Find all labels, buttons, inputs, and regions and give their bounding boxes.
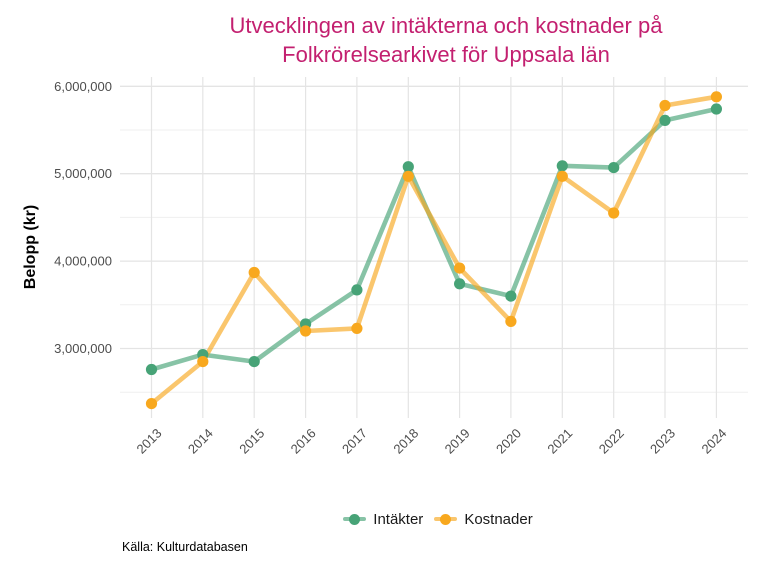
x-tick-label: 2019 xyxy=(442,426,473,457)
point-intakter-2019 xyxy=(454,278,466,290)
legend: Intäkter Kostnader xyxy=(108,507,768,531)
point-kostnader-2020 xyxy=(505,315,517,327)
source-note: Källa: Kulturdatabasen xyxy=(122,540,248,554)
point-intakter-2017 xyxy=(351,284,363,296)
point-kostnader-2019 xyxy=(454,262,466,274)
point-intakter-2021 xyxy=(556,160,568,172)
x-tick-label: 2023 xyxy=(647,426,678,457)
point-kostnader-2017 xyxy=(351,322,363,334)
x-tick-label: 2024 xyxy=(698,426,729,457)
point-kostnader-2013 xyxy=(145,398,158,410)
legend-item-kostnader: Kostnader xyxy=(434,510,533,528)
x-tick-label: 2021 xyxy=(544,426,575,457)
chart-title-line1: Utvecklingen av intäkterna och kostnader… xyxy=(229,13,663,38)
legend-label-kostnader: Kostnader xyxy=(464,510,533,528)
point-intakter-2018 xyxy=(402,161,414,173)
x-tick-label: 2020 xyxy=(493,426,524,457)
chart-title-line2: Folkrörelsearkivet för Uppsala län xyxy=(282,42,610,67)
y-tick-label: 6,000,000 xyxy=(54,79,112,94)
point-kostnader-2021 xyxy=(556,170,568,182)
x-tick-label: 2015 xyxy=(236,426,267,457)
intakter-legend-marker xyxy=(343,513,367,526)
legend-item-intakter: Intäkter xyxy=(343,511,423,528)
series-line-kostnader xyxy=(149,94,719,406)
point-kostnader-2022 xyxy=(608,207,620,219)
point-kostnader-2018 xyxy=(402,170,414,182)
x-tick-label: 2022 xyxy=(596,426,627,457)
point-kostnader-2014 xyxy=(197,356,209,368)
y-tick-label: 5,000,000 xyxy=(54,166,112,181)
point-kostnader-2016 xyxy=(300,325,312,337)
point-intakter-2024 xyxy=(710,103,723,115)
chart-title: Utvecklingen av intäkterna och kostnader… xyxy=(125,11,767,69)
point-kostnader-2024 xyxy=(710,91,723,103)
point-intakter-2020 xyxy=(505,290,517,302)
point-intakter-2022 xyxy=(608,162,620,174)
x-tick-label: 2013 xyxy=(134,426,165,457)
y-tick-label: 4,000,000 xyxy=(54,254,112,269)
point-kostnader-2015 xyxy=(248,266,260,279)
x-tick-label: 2017 xyxy=(339,426,370,457)
legend-label-intakter: Intäkter xyxy=(373,510,424,528)
y-tick-label: 3,000,000 xyxy=(54,341,112,356)
point-intakter-2023 xyxy=(659,114,671,126)
x-tick-label: 2014 xyxy=(185,426,216,457)
x-tick-label: 2016 xyxy=(288,426,319,457)
series-line-intakter xyxy=(149,106,719,372)
point-intakter-2015 xyxy=(248,356,260,368)
point-intakter-2013 xyxy=(145,363,158,376)
x-tick-label: 2018 xyxy=(390,426,421,457)
kostnader-legend-marker xyxy=(434,513,458,526)
point-kostnader-2023 xyxy=(659,99,671,112)
